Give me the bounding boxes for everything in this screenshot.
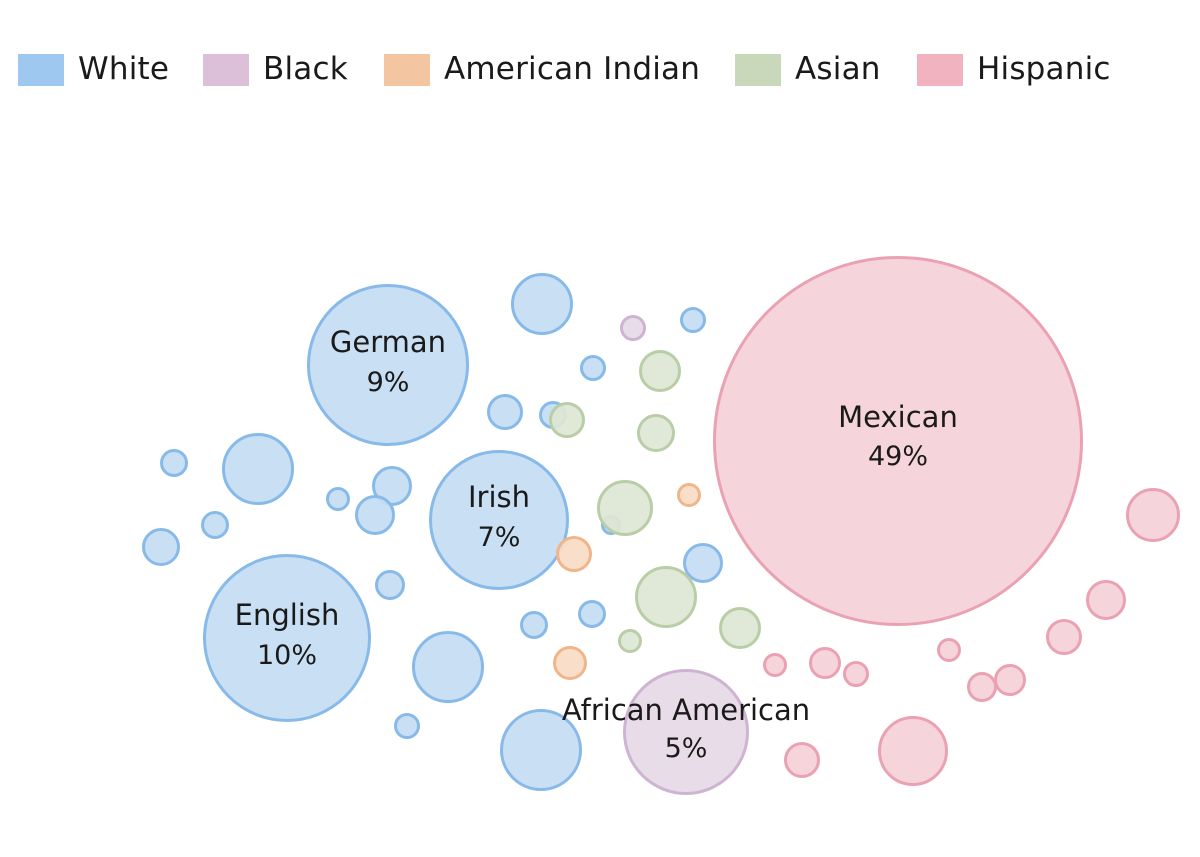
- legend-label: Asian: [795, 51, 881, 87]
- legend-label: White: [78, 51, 170, 87]
- bubble-white: [578, 600, 606, 628]
- legend-label: Black: [263, 51, 348, 87]
- bubble-hispanic: [994, 664, 1026, 696]
- bubble-white: [511, 273, 573, 335]
- bubble-asian: [637, 414, 675, 452]
- bubble-american-indian: [553, 646, 587, 680]
- bubble-value: 10%: [257, 640, 317, 671]
- bubble-white-english: [203, 554, 371, 722]
- bubble-label: Irish: [468, 480, 530, 514]
- legend-label: Hispanic: [977, 51, 1111, 87]
- bubble-hispanic: [967, 672, 997, 702]
- bubble-value: 5%: [665, 733, 708, 764]
- bubble-white: [580, 355, 606, 381]
- legend-swatch: [203, 54, 249, 86]
- bubble-asian: [597, 480, 653, 536]
- legend-label: American Indian: [444, 51, 701, 87]
- bubble-white: [201, 511, 229, 539]
- bubble-white: [355, 495, 395, 535]
- bubble-white: [142, 528, 180, 566]
- bubble-value: 49%: [868, 441, 928, 472]
- bubble-white: [520, 611, 548, 639]
- bubble-white: [394, 713, 420, 739]
- bubble-white-irish: [429, 450, 569, 590]
- bubble-asian: [549, 402, 585, 438]
- bubble-white: [683, 543, 723, 583]
- legend-swatch: [917, 54, 963, 86]
- bubble-hispanic: [784, 742, 820, 778]
- bubble-hispanic: [843, 661, 869, 687]
- legend-swatch: [384, 54, 430, 86]
- bubble-white: [680, 307, 706, 333]
- bubble-american-indian: [677, 483, 701, 507]
- bubble-hispanic: [1046, 619, 1082, 655]
- legend-swatch: [18, 54, 64, 86]
- bubble-white: [487, 394, 523, 430]
- bubble-label: English: [235, 598, 340, 632]
- bubble-label: German: [330, 325, 446, 359]
- bubble-hispanic: [1086, 580, 1126, 620]
- bubble-hispanic: [878, 716, 948, 786]
- bubble-white: [412, 631, 484, 703]
- bubble-hispanic-mexican: [713, 256, 1083, 626]
- bubble-hispanic: [1126, 488, 1180, 542]
- bubble-asian: [635, 566, 697, 628]
- bubble-white-german: [307, 284, 469, 446]
- bubble-white: [375, 570, 405, 600]
- bubble-value: 9%: [367, 367, 410, 398]
- bubble-american-indian: [556, 536, 592, 572]
- bubble-value: 7%: [478, 522, 521, 553]
- bubble-label: Mexican: [838, 400, 958, 434]
- bubble-hispanic: [937, 638, 961, 662]
- bubble-asian: [618, 629, 642, 653]
- bubble-black: [620, 315, 646, 341]
- legend-swatch: [735, 54, 781, 86]
- bubble-hispanic: [809, 647, 841, 679]
- bubble-asian: [719, 607, 761, 649]
- bubble-white: [500, 709, 582, 791]
- bubble-white: [326, 487, 350, 511]
- bubble-white: [160, 449, 188, 477]
- bubble-asian: [639, 350, 681, 392]
- bubble-white: [222, 433, 294, 505]
- bubble-black-african-american: [623, 669, 749, 795]
- bubble-hispanic: [763, 653, 787, 677]
- bubble-label: African American: [562, 693, 810, 727]
